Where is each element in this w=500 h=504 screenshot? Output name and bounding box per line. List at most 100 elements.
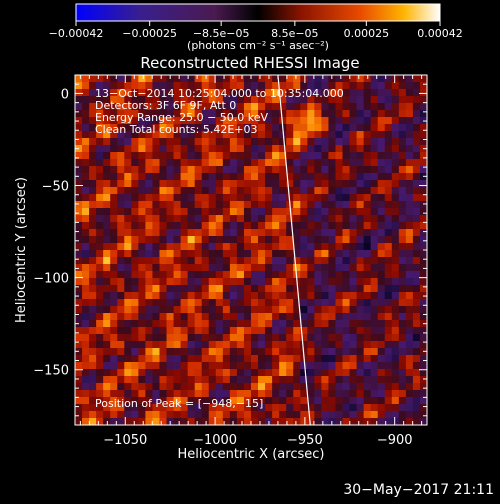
heatmap-cell (300, 404, 308, 412)
heatmap-cell (82, 411, 90, 419)
heatmap-cell (293, 383, 301, 391)
heatmap-cell (96, 194, 104, 202)
heatmap-cell (201, 124, 210, 132)
heatmap-cell (166, 82, 174, 90)
heatmap-cell (391, 313, 400, 321)
heatmap-cell (82, 201, 90, 209)
heatmap-cell (173, 82, 181, 90)
heatmap-cell (342, 362, 350, 370)
heatmap-cell (405, 299, 414, 307)
heatmap-cell (405, 201, 414, 209)
heatmap-cell (131, 369, 139, 377)
heatmap-cell (384, 229, 393, 237)
heatmap-cell (272, 215, 280, 223)
heatmap-cell (243, 390, 252, 398)
heatmap-cell (279, 110, 287, 118)
heatmap-cell (377, 236, 386, 244)
heatmap-cell (384, 250, 393, 258)
heatmap-cell (103, 376, 111, 384)
heatmap-cell (265, 131, 273, 139)
heatmap-cell (293, 334, 301, 342)
heatmap-cell (208, 187, 217, 195)
y-tick-label: −150 (33, 364, 69, 379)
heatmap-cell (321, 166, 329, 174)
heatmap-cell (251, 222, 259, 230)
heatmap-cell (243, 334, 252, 342)
heatmap-cell (286, 418, 294, 425)
heatmap-cell (398, 208, 407, 216)
heatmap-cell (124, 383, 132, 391)
heatmap-cell (377, 138, 386, 146)
heatmap-cell (166, 257, 174, 265)
heatmap-cell (251, 243, 259, 251)
heatmap-cell (398, 320, 407, 328)
heatmap-cell (110, 229, 118, 237)
heatmap-cell (335, 89, 343, 97)
heatmap-cell (222, 334, 231, 342)
heatmap-cell (166, 383, 174, 391)
heatmap-cell (145, 89, 153, 97)
heatmap-cell (243, 271, 252, 279)
heatmap-cell (124, 180, 132, 188)
heatmap-cell (412, 369, 421, 377)
heatmap-cell (124, 390, 132, 398)
heatmap-cell (166, 103, 174, 111)
heatmap-cell (82, 222, 90, 230)
heatmap-cell (166, 229, 174, 237)
heatmap-cell (124, 292, 132, 300)
heatmap-cell (243, 418, 252, 425)
heatmap-cell (272, 89, 280, 97)
heatmap-cell (272, 159, 280, 167)
heatmap-cell (201, 194, 210, 202)
heatmap-cell (251, 313, 259, 321)
heatmap-cell (201, 131, 210, 139)
heatmap-cell (124, 166, 132, 174)
heatmap-cell (173, 418, 181, 425)
heatmap-cell (222, 397, 231, 405)
heatmap-cell (328, 194, 336, 202)
heatmap-cell (405, 404, 414, 412)
heatmap-cell (342, 166, 350, 174)
heatmap-cell (208, 278, 217, 286)
heatmap-cell (335, 327, 343, 335)
heatmap-cell (187, 278, 196, 286)
heatmap-cell (377, 355, 386, 363)
heatmap-cell (173, 334, 181, 342)
heatmap-cell (173, 250, 181, 258)
x-tick-label: −900 (377, 433, 413, 448)
heatmap-cell (405, 348, 414, 356)
heatmap-cell (265, 236, 273, 244)
heatmap-cell (138, 229, 146, 237)
heatmap-cell (412, 418, 421, 425)
heatmap-cell (131, 285, 139, 293)
heatmap-cell (342, 299, 350, 307)
heatmap-cell (349, 313, 357, 321)
heatmap-cell (391, 236, 400, 244)
heatmap-cell (194, 397, 203, 405)
heatmap-cell (173, 110, 181, 118)
heatmap-cell (215, 173, 224, 181)
heatmap-cell (349, 369, 357, 377)
heatmap-cell (82, 173, 90, 181)
heatmap-cell (370, 82, 379, 90)
heatmap-cell (307, 404, 315, 412)
heatmap-cell (286, 306, 294, 314)
heatmap-cell (377, 264, 386, 272)
heatmap-cell (342, 96, 350, 104)
heatmap-cell (222, 411, 231, 419)
heatmap-cell (384, 131, 393, 139)
heatmap-cell (286, 355, 294, 363)
heatmap-cell (215, 383, 224, 391)
heatmap-cell (145, 271, 153, 279)
heatmap-cell (138, 180, 146, 188)
heatmap-cell (419, 208, 427, 216)
heatmap-cell (370, 131, 379, 139)
heatmap-cell (391, 257, 400, 265)
heatmap-cell (75, 355, 83, 363)
heatmap-cell (215, 355, 224, 363)
heatmap-cell (286, 348, 294, 356)
heatmap-cell (89, 145, 97, 153)
heatmap-cell (335, 355, 343, 363)
heatmap-cell (187, 320, 196, 328)
heatmap-cell (145, 173, 153, 181)
